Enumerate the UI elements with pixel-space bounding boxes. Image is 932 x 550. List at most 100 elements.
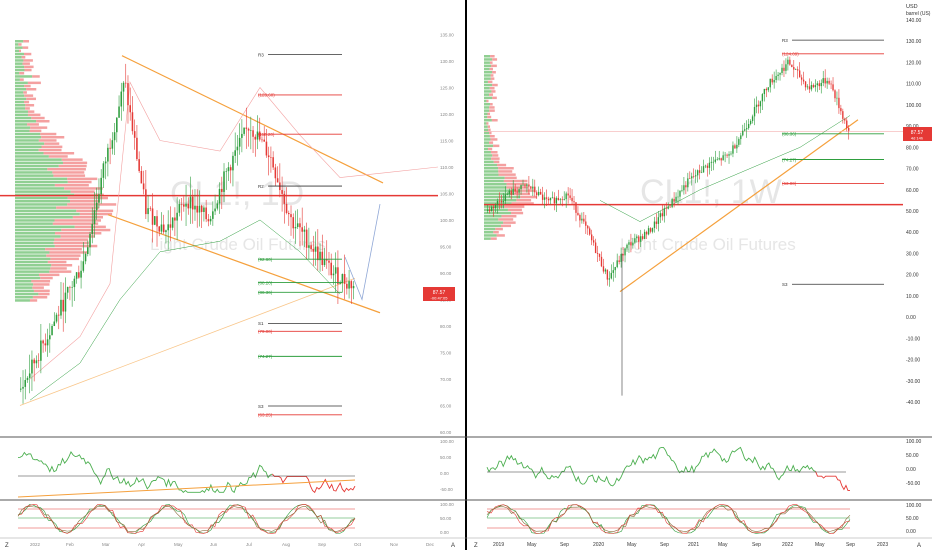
volume-profile-bar-buy xyxy=(15,164,59,168)
volume-profile-bar-sell xyxy=(24,100,30,104)
volume-profile-bar-buy xyxy=(15,273,39,277)
volume-profile-bar-buy xyxy=(484,179,504,183)
candle-body xyxy=(149,208,152,209)
volume-profile-bar-sell xyxy=(490,74,494,77)
candle-body xyxy=(604,269,607,272)
left-volume-profile xyxy=(15,40,117,302)
volume-profile-bar-sell xyxy=(495,227,503,231)
candle-body xyxy=(810,85,813,90)
candle-body xyxy=(649,228,652,232)
candle-body xyxy=(592,240,595,243)
candle-body xyxy=(57,314,60,316)
candle-body xyxy=(223,171,225,192)
volume-profile-bar-sell xyxy=(486,99,489,103)
right-y-tick-label: 30.00 xyxy=(906,251,919,257)
candle-body xyxy=(69,286,71,288)
volume-profile-bar-sell xyxy=(30,126,48,129)
candle-body xyxy=(524,185,526,186)
candle-body xyxy=(693,176,695,177)
candle-body xyxy=(254,136,257,140)
candle-body xyxy=(245,127,248,129)
volume-profile-bar-buy xyxy=(15,88,27,91)
candle-body xyxy=(698,170,701,173)
candle-body xyxy=(785,64,787,71)
price-level-label: (79.00) xyxy=(258,329,273,334)
volume-profile-bar-sell xyxy=(64,187,103,190)
candle-body xyxy=(274,167,277,179)
volume-profile-bar-sell xyxy=(496,234,505,237)
right-axis-corner[interactable]: Z xyxy=(474,543,478,549)
candle-body xyxy=(267,155,270,158)
volume-profile-bar-sell xyxy=(489,93,494,96)
left-y-tick-label: 65.00 xyxy=(440,404,452,409)
stoch-signal-line xyxy=(486,506,851,532)
volume-profile-bar-buy xyxy=(15,260,48,264)
candle-body xyxy=(677,196,679,198)
candle-body xyxy=(822,78,824,83)
left-axis-corner[interactable]: Z xyxy=(5,543,9,549)
volume-profile-bar-sell xyxy=(41,136,65,139)
candle-body xyxy=(791,64,793,68)
volume-profile-bar-buy xyxy=(15,59,24,62)
right-x-tick-label: May xyxy=(815,542,825,548)
candle-body xyxy=(726,154,728,156)
volume-profile-bar-sell xyxy=(26,88,37,91)
volume-profile-bar-buy xyxy=(15,132,41,136)
candle-body xyxy=(757,104,760,107)
volume-profile-bar-buy xyxy=(15,187,65,190)
candle-body xyxy=(716,159,718,161)
candle-body xyxy=(587,225,589,229)
candle-body xyxy=(241,133,243,138)
candle-body xyxy=(565,193,567,200)
left-y-tick-label: 120.00 xyxy=(440,112,454,117)
volume-profile-bar-buy xyxy=(484,83,493,87)
candle-body xyxy=(620,253,622,262)
volume-profile-bar-sell xyxy=(493,144,500,148)
candle-body xyxy=(653,221,656,229)
candle-body xyxy=(53,321,56,327)
candle-body xyxy=(589,228,591,235)
stoch-right-tick: 50.00 xyxy=(906,516,919,522)
left-y-tick-label: 115.00 xyxy=(440,139,454,144)
candle-body xyxy=(502,200,505,203)
candle-body xyxy=(82,261,85,271)
candle-body xyxy=(332,273,335,276)
volume-profile-bar-buy xyxy=(484,176,505,180)
candle-body xyxy=(310,245,312,249)
volume-profile-bar-buy xyxy=(15,222,53,225)
volume-profile-bar-sell xyxy=(70,190,95,193)
candle-body xyxy=(218,188,221,204)
right-auto-scale-button[interactable]: A xyxy=(917,543,921,549)
left-auto-scale-button[interactable]: A xyxy=(451,543,455,549)
candle-body xyxy=(828,80,830,84)
volume-profile-bar-sell xyxy=(53,241,89,245)
volume-profile-bar-sell xyxy=(33,283,50,286)
volume-profile-bar-buy xyxy=(484,195,521,199)
candle-body xyxy=(116,117,118,133)
candle-body xyxy=(632,242,634,246)
candle-body xyxy=(104,161,107,164)
volume-profile-bar-buy xyxy=(15,110,28,113)
volume-profile-bar-sell xyxy=(56,206,100,209)
candle-body xyxy=(832,84,834,91)
volume-profile-bar-buy xyxy=(484,112,488,116)
volume-profile-bar-sell xyxy=(70,200,100,203)
volume-profile-bar-sell xyxy=(27,113,41,117)
candle-body xyxy=(216,203,219,209)
candle-body xyxy=(160,224,163,232)
candle-body xyxy=(687,178,689,188)
right-y-tick-label: 80.00 xyxy=(906,145,919,151)
volume-profile-bar-buy xyxy=(15,206,57,209)
volume-profile-bar-sell xyxy=(22,46,29,49)
left-y-tick-label: 125.00 xyxy=(440,86,454,91)
volume-profile-bar-buy xyxy=(15,145,42,149)
volume-profile-bar-buy xyxy=(484,71,493,74)
candle-body xyxy=(171,217,174,228)
volume-profile-bar-sell xyxy=(492,96,497,100)
long-trend-line xyxy=(19,277,356,406)
volume-profile-bar-sell xyxy=(24,65,34,69)
volume-profile-bar-sell xyxy=(22,62,30,65)
candle-body xyxy=(553,197,556,204)
volume-profile-bar-buy xyxy=(484,234,497,237)
candle-body xyxy=(62,299,64,312)
